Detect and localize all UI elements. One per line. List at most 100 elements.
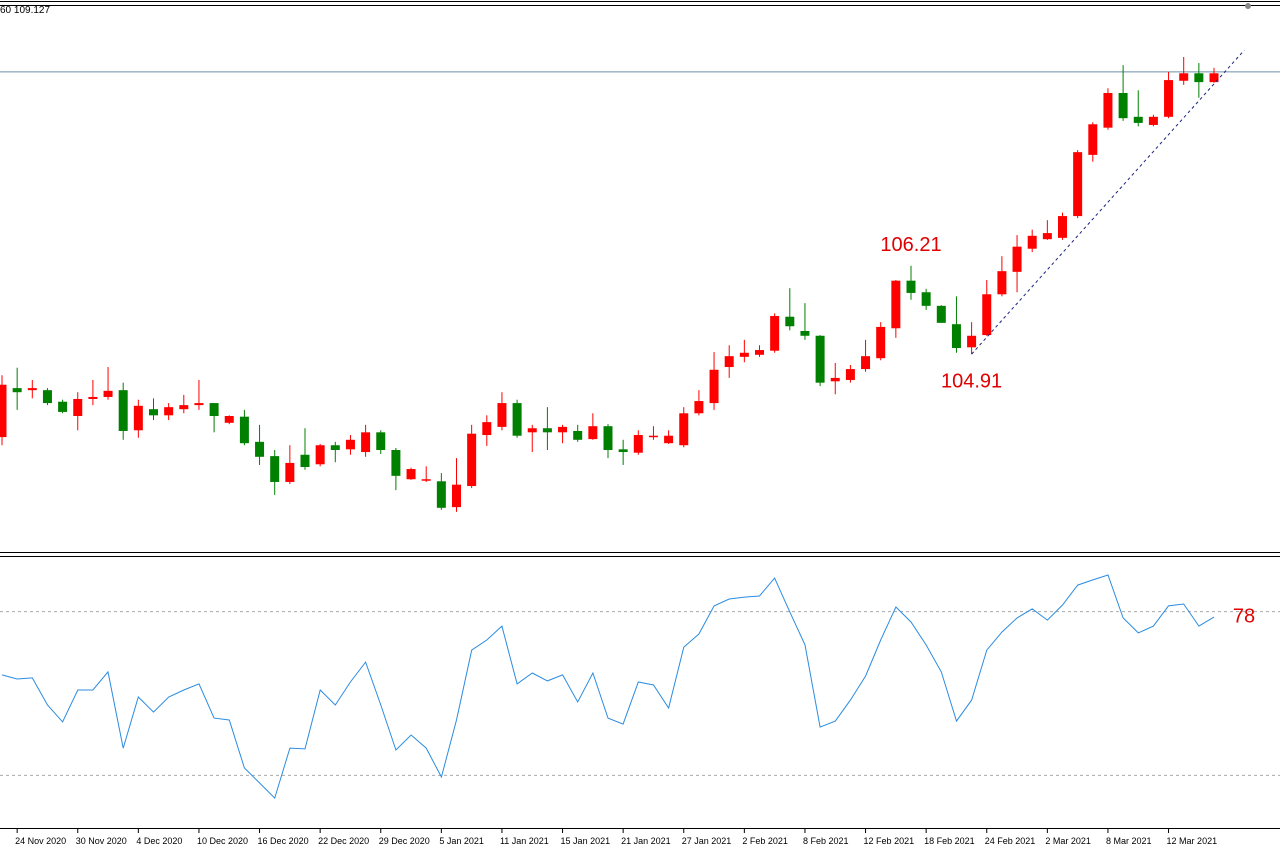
candle-body [512,403,522,436]
candle-body [391,450,401,476]
candle-body [103,390,113,397]
candle-body [330,445,340,450]
candle-body [861,356,871,370]
annotation: 78 [1233,605,1255,627]
candle-body [452,484,461,508]
candle-body [951,324,961,348]
trendline [971,49,1245,355]
candle-body [558,426,568,433]
candle-body [785,316,795,327]
x-tick-label: 10 Dec 2020 [197,836,248,846]
candle-body [1164,80,1174,117]
x-tick-label: 21 Jan 2021 [621,836,671,846]
candle-body [436,481,446,508]
candle-body [300,454,310,467]
candle-body [482,422,492,436]
annotation: 104.91 [941,370,1002,392]
candle-body [755,350,764,355]
x-tick-label: 24 Feb 2021 [985,836,1036,846]
marker [1245,3,1251,9]
candle-body [1088,124,1098,155]
x-tick-label: 5 Jan 2021 [439,836,484,846]
candle-body [1058,216,1067,238]
candle-body [830,377,840,382]
x-tick-label: 22 Dec 2020 [318,836,369,846]
candle-body [648,435,658,438]
x-tick-label: 24 Nov 2020 [15,836,66,846]
x-tick-label: 2 Feb 2021 [742,836,788,846]
candle-body [739,352,749,357]
x-tick-label: 11 Jan 2021 [500,836,549,846]
candle-body [982,294,992,336]
x-tick-label: 4 Dec 2020 [136,836,182,846]
candle-body [376,432,386,450]
candle-body [527,428,537,433]
x-tick-label: 8 Mar 2021 [1106,836,1152,846]
candle-body [815,335,825,383]
candle-body [12,388,22,393]
candle-body [1103,93,1113,128]
candle-body [224,416,234,423]
candle-body [997,271,1007,295]
candle-body [497,403,507,427]
candle-body [255,441,265,457]
candle-body [58,401,68,412]
x-tick-label: 2 Mar 2021 [1045,836,1091,846]
candle-body [315,445,325,465]
candle-body [1118,93,1128,119]
candle-body [406,469,416,480]
x-tick-label: 29 Dec 2020 [379,836,430,846]
candle-body [1148,116,1158,125]
candle-body [770,316,780,351]
candle-body [724,356,734,368]
candle-body [345,439,355,450]
candle-body [542,428,552,433]
candle-body [1012,246,1022,272]
annotation: 106.21 [880,234,941,256]
candle-body [694,401,704,414]
candle-body [906,280,916,293]
candle-body [179,405,189,410]
candle-body [967,335,977,348]
candle-body [588,426,598,440]
candle-body [42,390,52,404]
candle-body [209,403,219,416]
x-tick-label: 8 Feb 2021 [803,836,849,846]
candle-body [664,435,674,444]
x-tick-label: 16 Dec 2020 [258,836,309,846]
x-tick-label: 18 Feb 2021 [924,836,975,846]
candle-body [1209,73,1219,83]
candle-body [936,305,946,323]
x-tick-label: 12 Feb 2021 [864,836,915,846]
x-tick-label: 15 Jan 2021 [561,836,611,846]
candle-body [118,390,128,431]
candle-body [194,403,204,406]
candle-body [891,280,901,329]
candle-body [361,432,371,453]
candle-body [467,433,477,487]
candle-body [0,384,7,438]
chart-title: 60 109.127 [0,5,50,16]
candle-body [618,449,628,453]
candle-body [133,405,143,431]
candle-body [1073,152,1083,217]
candle-body [1042,233,1052,240]
candle-body [285,462,295,482]
candle-body [88,396,98,399]
candle-body [270,456,280,482]
candle-body [421,479,431,481]
candle-body [1027,235,1037,249]
candle-body [921,292,931,306]
x-tick-label: 30 Nov 2020 [76,836,127,846]
x-tick-label: 27 Jan 2021 [682,836,732,846]
candle-body [239,416,249,444]
candle-body [679,413,689,446]
candle-body [845,369,855,380]
candle-body [800,331,810,336]
x-tick-label: 12 Mar 2021 [1167,836,1218,846]
candle-body [164,407,174,416]
candle-body [149,409,158,416]
